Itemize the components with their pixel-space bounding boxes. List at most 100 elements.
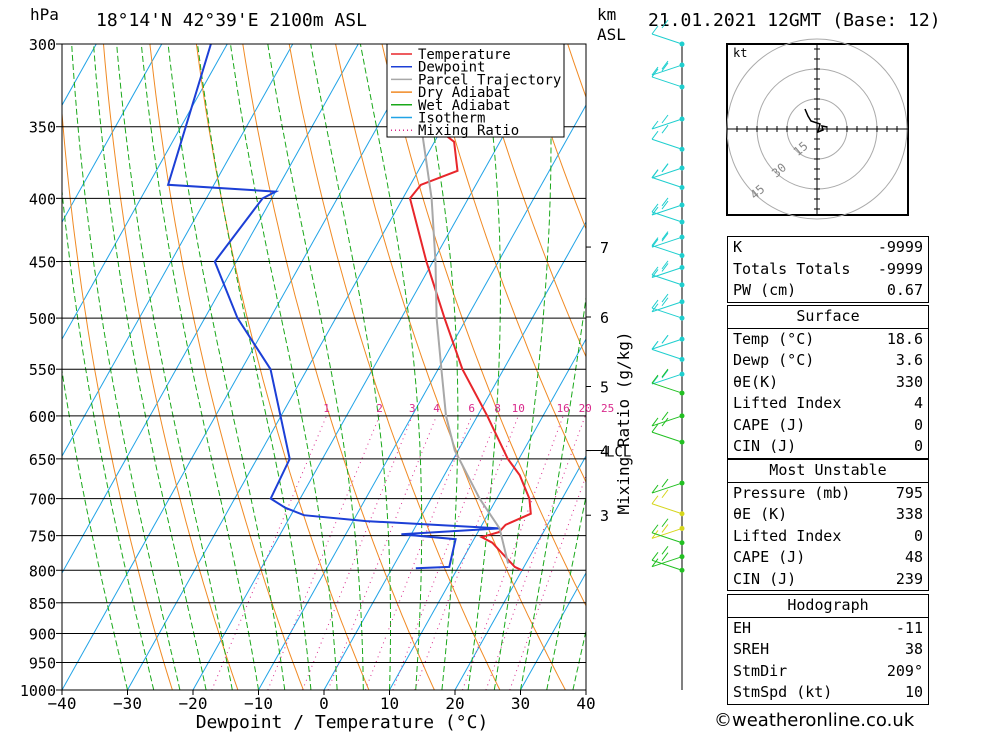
dry-adiabat-line — [381, 44, 586, 607]
mixing-ratio-label: 16 — [557, 402, 570, 415]
wet-adiabat-line — [167, 44, 286, 690]
pressure-tick-label: 1000 — [20, 682, 56, 700]
legend-label: Isotherm — [418, 111, 485, 127]
legend-label: Mixing Ratio — [418, 123, 519, 139]
mixing-ratio-label: 4 — [433, 402, 440, 415]
isotherm-line — [62, 44, 425, 690]
sreh-label: SREH — [733, 640, 770, 658]
wind-barb — [651, 335, 683, 360]
mu-cin-row: CIN (J) 239 — [728, 569, 928, 591]
temperature-line — [390, 44, 532, 572]
sounding-series — [166, 44, 532, 572]
isotherm-line — [62, 44, 359, 575]
wind-barb — [651, 62, 683, 88]
mu-pressure-label: Pressure (mb) — [733, 483, 851, 502]
mu-cape-row: CAPE (J) 48 — [728, 547, 928, 569]
lcl-label: LCL — [606, 445, 631, 461]
legend-label: Dry Adiabat — [418, 85, 511, 101]
temperature-tick-label: −20 — [179, 694, 208, 713]
temperature-tick-label: 30 — [511, 694, 530, 713]
legend-label: Temperature — [418, 47, 511, 63]
location-title: 18°14'N 42°39'E 2100m ASL — [96, 10, 367, 31]
wind-barb — [651, 60, 683, 76]
wet-adiabat-line — [467, 44, 501, 690]
hodograph-stats-title: Hodograph — [728, 595, 928, 618]
pressure-tick-label: 950 — [29, 654, 56, 672]
wind-barb — [651, 19, 683, 45]
pressure-tick-label: 900 — [29, 625, 56, 643]
most-unstable-panel: Most Unstable Pressure (mb) 795 θE (K) 338… — [727, 459, 929, 591]
mu-li-label: Lifted Index — [733, 526, 842, 545]
surface-cape-row: CAPE (J) 0 — [728, 415, 928, 437]
credit-link[interactable]: ©weatheronline.co.uk — [714, 710, 915, 731]
temperature-axis-labels: −40 −30 −20 −10 0 10 20 30 40 — [48, 690, 596, 713]
eh-label: EH — [733, 618, 752, 637]
pressure-tick-label: 650 — [29, 451, 56, 469]
parcel-trajectory-line — [406, 61, 510, 564]
pressure-gridlines — [62, 44, 586, 690]
mixing-ratio-label: 1 — [323, 402, 330, 415]
km-tick-label: 4 — [600, 443, 609, 461]
km-unit-label: km — [597, 5, 616, 24]
temperature-tick-label: 10 — [380, 694, 399, 713]
isotherm-line — [0, 44, 31, 690]
wind-barb — [651, 489, 683, 515]
surface-li-row: Lifted Index 4 — [728, 393, 928, 415]
stmdir-row: StmDir 209° — [728, 661, 928, 683]
isotherm-line — [454, 455, 586, 690]
mu-li-value: 0 — [913, 526, 923, 545]
surface-li-label: Lifted Index — [733, 394, 842, 412]
hodograph-trace — [804, 108, 828, 134]
mixing-ratio-line — [302, 415, 413, 690]
dry-adiabat-line — [474, 44, 586, 358]
temperature-tick-label: −10 — [244, 694, 273, 713]
pressure-tick-label: 300 — [29, 36, 56, 54]
dry-adiabat-line — [939, 44, 1000, 690]
plot-frame — [61, 43, 587, 691]
mixing-ratio-label: 25 — [601, 402, 614, 415]
wind-barb — [651, 197, 683, 223]
wind-barb — [651, 163, 683, 188]
surface-cin-value: 0 — [913, 437, 923, 455]
dry-adiabat-line — [103, 44, 239, 690]
asl-unit-label: ASL — [597, 25, 626, 44]
mu-cin-label: CIN (J) — [733, 569, 797, 588]
dry-adiabat-line — [242, 44, 435, 690]
mu-li-row: Lifted Index 0 — [728, 526, 928, 548]
hodograph-stats-panel: Hodograph EH -11 SREH 38 StmDir 209° StmSpd… — [727, 594, 929, 705]
legend-label: Wet Adiabat — [418, 98, 511, 114]
temperature-tick-label: 40 — [576, 694, 595, 713]
pw-row: PW (cm) 0.67 — [728, 280, 928, 302]
isotherm-line — [323, 221, 586, 690]
mixing-ratio-lines — [211, 415, 586, 690]
dry-adiabat-line — [986, 44, 1000, 690]
isotherm-line — [192, 44, 556, 690]
mu-theta-value: 338 — [895, 505, 923, 523]
isotherm-line — [258, 104, 586, 690]
stmspd-row: StmSpd (kt) 10 — [728, 682, 928, 704]
stmdir-value: 209° — [886, 661, 923, 680]
isotherm-line — [520, 572, 586, 690]
surface-temp-value: 18.6 — [886, 329, 923, 348]
mixing-ratio-label: 20 — [579, 402, 592, 415]
pressure-axis-labels: 300 350 400 450 500 550 600 650 700 750 800 850 900 9… — [20, 36, 62, 700]
wet-adiabat-line — [71, 44, 181, 690]
eh-row: EH -11 — [728, 618, 928, 640]
surface-cin-label: CIN (J) — [733, 437, 797, 455]
surface-dewp-row: Dewp (°C) 3.6 — [728, 350, 928, 372]
wet-adiabat-line — [359, 44, 423, 690]
wet-adiabat-line — [493, 44, 552, 690]
k-index-row: K -9999 — [728, 237, 928, 259]
wet-adiabat-line — [230, 44, 338, 690]
k-index-value: -9999 — [877, 238, 923, 256]
km-tick-label: 3 — [600, 507, 609, 525]
wet-adiabat-line — [417, 44, 459, 690]
surface-cape-value: 0 — [913, 415, 923, 434]
pressure-tick-label: 500 — [29, 310, 56, 328]
surface-temp-row: Temp (°C) 18.6 — [728, 329, 928, 351]
wet-adiabat-line — [572, 628, 586, 690]
dry-adiabat-line — [288, 44, 501, 690]
surface-title: Surface — [728, 306, 928, 329]
mu-theta-label: θE (K) — [733, 505, 788, 523]
